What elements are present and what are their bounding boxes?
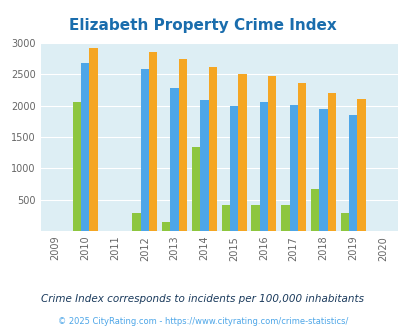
Bar (162, 222, 170, 231)
Bar (267, 76, 276, 231)
Text: Elizabeth Property Crime Index: Elizabeth Property Crime Index (69, 18, 336, 33)
Bar (149, 52, 157, 231)
Bar (140, 69, 149, 231)
Bar (297, 83, 305, 231)
Bar (221, 205, 229, 231)
Bar (348, 115, 356, 231)
Bar (89, 48, 98, 231)
Bar (170, 88, 178, 231)
Bar (327, 93, 335, 231)
Bar (208, 67, 216, 231)
Bar (132, 214, 140, 231)
Text: © 2025 CityRating.com - https://www.cityrating.com/crime-statistics/: © 2025 CityRating.com - https://www.city… (58, 317, 347, 326)
Bar (251, 205, 259, 231)
Bar (229, 106, 238, 231)
Bar (289, 105, 297, 231)
Text: Crime Index corresponds to incidents per 100,000 inhabitants: Crime Index corresponds to incidents per… (41, 294, 364, 304)
Bar (178, 59, 187, 231)
Bar (192, 147, 200, 231)
Bar (72, 102, 81, 231)
Bar (281, 205, 289, 231)
Bar (318, 109, 327, 231)
Bar (238, 74, 246, 231)
Bar (200, 100, 208, 231)
Bar (259, 102, 267, 231)
Bar (340, 214, 348, 231)
Bar (81, 63, 89, 231)
Bar (310, 189, 318, 231)
Bar (356, 99, 365, 231)
